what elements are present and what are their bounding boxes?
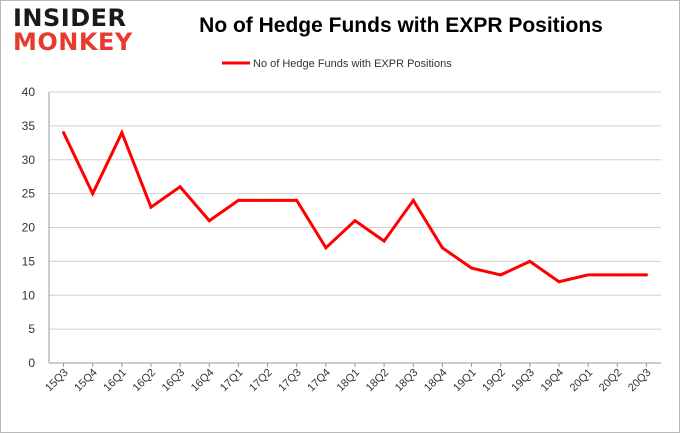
y-tick-label: 35 — [22, 119, 36, 133]
y-tick-label: 15 — [22, 254, 36, 268]
data-point — [295, 198, 299, 202]
logo-text-bottom: MONKEY — [13, 28, 133, 56]
data-point — [411, 198, 415, 202]
x-tick-label: 19Q1 — [451, 367, 479, 395]
y-axis-tick-labels: 0 5 10 15 20 25 30 35 40 — [22, 85, 36, 370]
data-point — [62, 131, 66, 135]
data-point — [382, 239, 386, 243]
data-point — [120, 131, 124, 135]
x-tick-label: 15Q4 — [72, 367, 100, 395]
y-tick-label: 30 — [22, 153, 36, 167]
y-tick-label: 25 — [22, 187, 36, 201]
x-tick-label: 18Q4 — [422, 367, 450, 395]
x-tick-label: 19Q3 — [509, 367, 537, 395]
x-tick-label: 16Q3 — [160, 367, 188, 395]
x-tick-label: 16Q4 — [189, 367, 217, 395]
chart-legend: No of Hedge Funds with EXPR Positions — [222, 58, 452, 70]
y-tick-label: 0 — [28, 356, 35, 370]
x-tick-label: 20Q3 — [626, 367, 654, 395]
x-tick-label: 17Q3 — [276, 367, 304, 395]
x-tick-label: 18Q3 — [393, 367, 421, 395]
data-point — [207, 219, 211, 223]
y-tick-label: 5 — [28, 322, 35, 336]
data-point — [499, 273, 503, 277]
data-point — [236, 198, 240, 202]
x-tick-label: 20Q2 — [597, 367, 625, 395]
data-point — [266, 198, 270, 202]
x-tick-label: 20Q1 — [568, 367, 596, 395]
x-tick-label: 18Q2 — [364, 367, 392, 395]
gridlines — [49, 91, 661, 330]
data-point — [178, 185, 182, 189]
data-point — [324, 246, 328, 250]
x-tick-label: 18Q1 — [335, 367, 363, 395]
y-tick-label: 40 — [22, 85, 36, 99]
insider-monkey-logo: INSIDER MONKEY — [13, 6, 135, 58]
data-point — [615, 273, 619, 277]
x-tick-label: 19Q4 — [539, 367, 567, 395]
x-tick-label: 16Q2 — [131, 367, 159, 395]
data-point — [586, 273, 590, 277]
x-axis-tick-labels: 15Q3 15Q4 16Q1 16Q2 16Q3 16Q4 17Q1 17Q2 17Q3 17Q4… — [43, 367, 653, 395]
data-point — [149, 205, 153, 209]
data-point — [353, 219, 357, 223]
data-point — [557, 280, 561, 284]
data-point — [528, 259, 532, 263]
legend-label: No of Hedge Funds with EXPR Positions — [253, 58, 452, 70]
axes — [48, 92, 661, 367]
x-tick-label: 17Q4 — [305, 367, 333, 395]
data-point — [470, 266, 474, 270]
x-tick-label: 19Q2 — [480, 367, 508, 395]
x-tick-label: 16Q1 — [101, 367, 129, 395]
data-point — [91, 192, 95, 196]
chart-title: No of Hedge Funds with EXPR Positions — [199, 14, 603, 37]
y-tick-label: 20 — [22, 221, 36, 235]
data-point — [644, 273, 648, 277]
y-tick-label: 10 — [22, 288, 36, 302]
data-point — [440, 246, 444, 250]
x-tick-label: 17Q2 — [247, 367, 275, 395]
x-tick-label: 15Q3 — [43, 367, 71, 395]
series-layer — [62, 128, 648, 284]
logo-text-top: INSIDER — [13, 4, 127, 32]
x-tick-label: 17Q1 — [218, 367, 246, 395]
